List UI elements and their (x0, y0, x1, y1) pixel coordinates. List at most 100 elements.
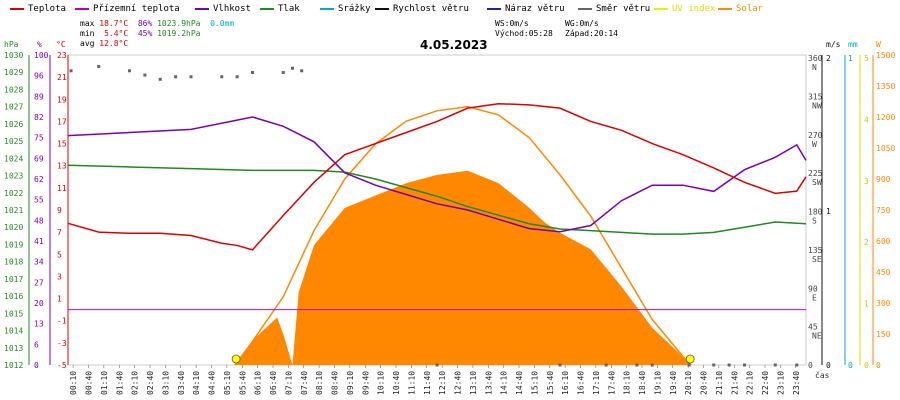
pressure-tick: 1013 (4, 344, 23, 353)
legend-label: Vlhkost (213, 4, 251, 14)
wind-speed-tick: 1 (826, 207, 831, 216)
sunset-readout: Západ:20:14 (565, 29, 618, 38)
wind-speed-tick: 2 (826, 54, 831, 63)
x-tick-label: 10:10 (377, 371, 386, 395)
x-tick-label: 04:40 (208, 371, 217, 395)
wind-dir-point (158, 77, 162, 81)
solar-tick: 900 (876, 175, 891, 184)
x-tick-label: 09:10 (346, 371, 355, 395)
x-tick-label: 09:40 (361, 371, 370, 395)
x-tick-label: 07:40 (300, 371, 309, 395)
pressure-tick: 1030 (4, 51, 23, 60)
x-tick-label: 08:10 (315, 371, 324, 395)
solar-tick: 300 (876, 299, 891, 308)
legend-label: Směr větru (596, 4, 651, 14)
humidity-tick: 96 (34, 72, 44, 81)
wind-dir-tick: 315 (808, 92, 823, 101)
solar-tick: 1050 (876, 144, 895, 153)
legend-swatch (375, 8, 389, 10)
x-tick-label: 15:10 (530, 371, 539, 395)
series-line-tlak (67, 164, 807, 235)
humidity-tick: 6 (34, 340, 39, 349)
humidity-tick: 27 (34, 278, 44, 287)
wind-dir-point (97, 65, 101, 69)
legend-swatch (654, 8, 668, 10)
temperature-tick: -3 (57, 339, 67, 348)
x-tick-label: 08:40 (331, 371, 340, 395)
chart-title: 4.05.2023 (420, 38, 488, 52)
wind-dir-point (743, 363, 746, 367)
unit-ms: m/s (826, 40, 841, 49)
wind-dir-tick: 90 (808, 284, 818, 293)
uv-tick: 2 (864, 238, 869, 247)
wind-dir-point (143, 73, 147, 77)
min-hum: 45% (137, 29, 153, 38)
x-tick-label: 00:10 (69, 371, 78, 395)
x-tick-label: 11:10 (407, 371, 416, 395)
solar-tick: 600 (876, 237, 891, 246)
x-tick-label: 19:40 (669, 371, 678, 395)
legend: Teplota Přízemní teplota Vlhkost Tlak Srážky… (0, 4, 900, 18)
pressure-tick: 1021 (4, 206, 23, 215)
solar-tick: 150 (876, 330, 891, 339)
x-tick-label: 00:40 (85, 371, 94, 395)
wind-dir-point (795, 363, 799, 367)
wind-speed-tick: 0 (826, 361, 831, 370)
humidity-tick: 20 (34, 299, 44, 308)
temperature-tick: 11 (57, 184, 67, 193)
wind-dir-point (727, 363, 731, 367)
legend-label: Náraz větru (505, 4, 565, 14)
legend-item: Teplota (10, 4, 66, 14)
legend-item: UV index (654, 4, 715, 14)
humidity-tick: 62 (34, 175, 44, 184)
pressure-tick: 1016 (4, 292, 23, 301)
legend-label: Přízemní teplota (93, 4, 180, 14)
temperature-tick: 17 (57, 117, 67, 126)
humidity-tick: 0 (34, 361, 39, 370)
solar-tick: 1350 (876, 82, 895, 91)
pressure-tick: 1018 (4, 258, 23, 267)
x-tick-label: 03:10 (161, 371, 170, 395)
wind-dir-label: E (812, 293, 817, 302)
wind-dir-point (189, 75, 193, 79)
legend-label: Tlak (278, 4, 300, 14)
wind-dir-point (712, 363, 716, 367)
unit-mm: mm (848, 40, 858, 49)
legend-swatch (320, 8, 334, 10)
legend-label: Teplota (28, 4, 66, 14)
temperature-tick: 1 (57, 295, 62, 304)
uv-tick: 0 (864, 361, 869, 370)
temperature-tick: 21 (57, 73, 67, 82)
x-tick-label: 01:40 (115, 371, 124, 395)
unit-percent: % (37, 40, 42, 49)
pressure-tick: 1023 (4, 172, 23, 181)
wind-gust-readout: WG:0m/s (565, 19, 599, 28)
x-tick-label: 06:10 (254, 371, 263, 395)
humidity-tick: 13 (34, 320, 44, 329)
wind-dir-label: NW (812, 101, 822, 110)
humidity-tick: 34 (34, 258, 44, 267)
series-line-teplota (67, 102, 807, 251)
max-temp: 18.7°C (99, 19, 129, 28)
unit-hpa: hPa (4, 40, 19, 49)
wind-dir-point (687, 363, 691, 367)
x-tick-label: 18:40 (638, 371, 647, 395)
x-tick-label: 07:10 (284, 371, 293, 395)
min-label: min (80, 29, 95, 38)
temperature-tick: -1 (57, 317, 67, 326)
pressure-tick: 1024 (4, 154, 23, 163)
uv-tick: 4 (864, 115, 869, 124)
temperature-tick: 15 (57, 140, 67, 149)
pressure-tick: 1026 (4, 120, 23, 129)
x-tick-label: 20:40 (700, 371, 709, 395)
wind-dir-point (251, 70, 254, 74)
stat-avg-row: avg 12.8°C (80, 39, 128, 48)
solar-tick: 450 (876, 268, 891, 277)
wind-dir-point (604, 363, 608, 367)
pressure-tick: 1025 (4, 137, 23, 146)
pressure-tick: 1027 (4, 103, 23, 112)
x-tick-label: 21:10 (715, 371, 724, 395)
wind-dir-point (174, 75, 178, 79)
legend-label: Rychlost větru (393, 4, 469, 14)
x-tick-label: 21:40 (730, 371, 739, 395)
